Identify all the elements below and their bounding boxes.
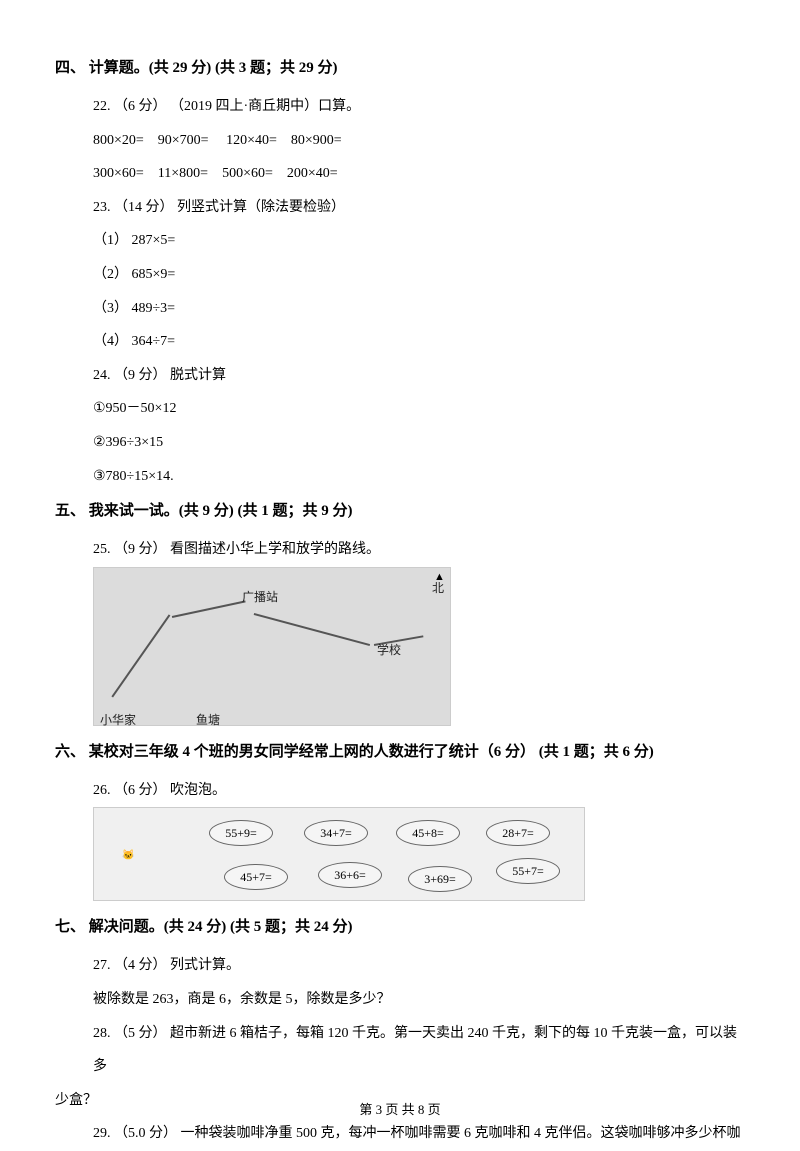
q29-line: 29. （5.0 分） 一种袋装咖啡净重 500 克，每冲一杯咖啡需要 6 克咖… (93, 1117, 745, 1151)
q23-item-3: （3） 489÷3= (93, 292, 745, 326)
section-4-heading: 四、 计算题。(共 29 分) (共 3 题；共 29 分) (55, 50, 745, 86)
question-25: 25. （9 分） 看图描述小华上学和放学的路线。 (55, 533, 745, 567)
bubble-7: 3+69= (408, 866, 472, 892)
bubble-2: 34+7= (304, 820, 368, 846)
north-arrow-icon: ▲ (434, 564, 445, 590)
q23-prefix: 23. （14 分） 列竖式计算（除法要检验） (93, 191, 745, 225)
q24-item-1: ①950－50×12 (93, 392, 745, 426)
map-label-home: 小华家 (100, 706, 136, 735)
q23-item-4: （4） 364÷7= (93, 325, 745, 359)
q26-prefix: 26. （6 分） 吹泡泡。 (93, 774, 745, 808)
q24-prefix: 24. （9 分） 脱式计算 (93, 359, 745, 393)
map-label-broadcast: 广播站 (242, 583, 278, 612)
q23-item-2: （2） 685×9= (93, 258, 745, 292)
question-29: 29. （5.0 分） 一种袋装咖啡净重 500 克，每冲一杯咖啡需要 6 克咖… (55, 1117, 745, 1151)
q24-item-2: ②396÷3×15 (93, 426, 745, 460)
map-figure: 广播站 学校 北 小华家 鱼塘 ▲ (93, 567, 451, 726)
q28-line: 28. （5 分） 超市新进 6 箱桔子，每箱 120 千克。第一天卖出 240… (93, 1017, 745, 1084)
bubble-4: 28+7= (486, 820, 550, 846)
bubble-6: 36+6= (318, 862, 382, 888)
question-23: 23. （14 分） 列竖式计算（除法要检验） （1） 287×5= （2） 6… (55, 191, 745, 359)
page-footer: 第 3 页 共 8 页 (0, 1103, 800, 1116)
bubble-8: 55+7= (496, 858, 560, 884)
bubbles-figure: 🐱 55+9= 34+7= 45+8= 28+7= 45+7= 36+6= 3+… (93, 807, 585, 901)
section-6-heading: 六、 某校对三年级 4 个班的男女同学经常上网的人数进行了统计（6 分） (共 … (55, 734, 745, 770)
bubble-3: 45+8= (396, 820, 460, 846)
question-26: 26. （6 分） 吹泡泡。 (55, 774, 745, 808)
q27-line: 被除数是 263，商是 6，余数是 5，除数是多少？ (93, 983, 745, 1017)
map-label-pond: 鱼塘 (196, 706, 220, 735)
q24-item-3: ③780÷15×14. (93, 460, 745, 494)
cat-icon: 🐱 (96, 818, 161, 893)
section-7-heading: 七、 解决问题。(共 24 分) (共 5 题；共 24 分) (55, 909, 745, 945)
question-27: 27. （4 分） 列式计算。 被除数是 263，商是 6，余数是 5，除数是多… (55, 949, 745, 1016)
q23-item-1: （1） 287×5= (93, 224, 745, 258)
question-28: 28. （5 分） 超市新进 6 箱桔子，每箱 120 千克。第一天卖出 240… (55, 1017, 745, 1084)
q22-row1: 800×20= 90×700= 120×40= 80×900= (93, 124, 745, 158)
bubble-5: 45+7= (224, 864, 288, 890)
q25-prefix: 25. （9 分） 看图描述小华上学和放学的路线。 (93, 533, 745, 567)
map-label-school: 学校 (377, 636, 401, 665)
question-24: 24. （9 分） 脱式计算 ①950－50×12 ②396÷3×15 ③780… (55, 359, 745, 493)
q27-prefix: 27. （4 分） 列式计算。 (93, 949, 745, 983)
question-22: 22. （6 分） （2019 四上·商丘期中）口算。 800×20= 90×7… (55, 90, 745, 191)
q22-prefix: 22. （6 分） （2019 四上·商丘期中）口算。 (93, 90, 745, 124)
q22-row2: 300×60= 11×800= 500×60= 200×40= (93, 157, 745, 191)
bubble-1: 55+9= (209, 820, 273, 846)
section-5-heading: 五、 我来试一试。(共 9 分) (共 1 题；共 9 分) (55, 493, 745, 529)
